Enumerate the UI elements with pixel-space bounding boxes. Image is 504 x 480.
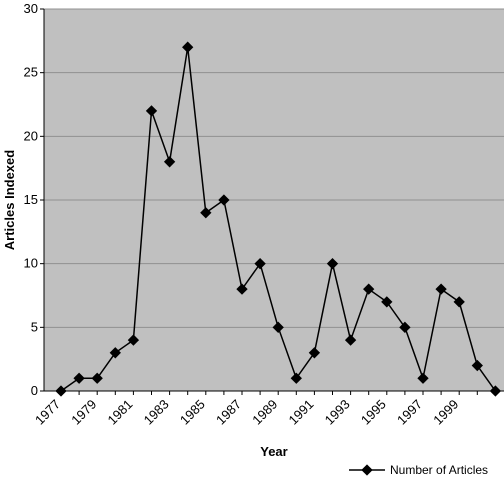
data-point (326, 258, 339, 270)
x-tick-label: 1977 (32, 397, 63, 428)
x-tick-label: 1983 (141, 397, 172, 428)
data-point (254, 258, 266, 270)
legend-label: Number of Articles (390, 463, 488, 477)
x-tick-label: 1987 (213, 397, 244, 428)
gridlines (44, 8, 504, 328)
data-point (344, 334, 357, 346)
y-tick-label: 10 (24, 256, 38, 271)
y-tick-label: 20 (24, 128, 38, 143)
data-point (471, 359, 483, 372)
data-point (127, 334, 140, 346)
data-point (182, 41, 194, 53)
data-point (218, 194, 230, 206)
x-tick-label: 1985 (177, 397, 208, 428)
data-point (308, 347, 321, 359)
y-tick-label: 15 (24, 192, 38, 207)
data-point (290, 372, 302, 384)
data-point (200, 207, 212, 219)
x-tick-label: 1997 (394, 397, 425, 428)
y-axis-label: Articles Indexed (2, 150, 17, 250)
data-point (435, 283, 447, 295)
y-tick-label: 25 (24, 65, 38, 80)
data-point (272, 321, 284, 333)
y-tick-label: 0 (31, 383, 38, 398)
x-tick-label: 1995 (358, 397, 389, 428)
x-tick-label: 1993 (322, 397, 353, 428)
data-point (363, 283, 375, 295)
legend-marker (361, 464, 373, 476)
data-point (399, 321, 411, 333)
x-tick-label: 1999 (430, 397, 461, 428)
x-tick-label: 1981 (104, 397, 135, 428)
legend: Number of Articles (349, 463, 488, 477)
data-point (381, 296, 393, 308)
x-tick-label: 1979 (68, 397, 99, 428)
data-point (55, 385, 67, 397)
data-point (489, 385, 502, 397)
x-axis-ticks: 1977 1979 1981 1983 1985 1987 1989 1991 1993 1995… (32, 391, 496, 428)
data-point (236, 283, 248, 295)
x-tick-label: 1991 (285, 397, 316, 428)
y-tick-label: 5 (31, 319, 38, 334)
y-axis-ticks: 0 5 10 15 20 25 30 (24, 1, 44, 398)
x-tick-label: 1989 (249, 397, 280, 428)
data-point (453, 296, 465, 308)
y-tick-label: 30 (24, 1, 38, 16)
x-axis-label: Year (260, 444, 287, 459)
data-point (163, 156, 176, 168)
data-point (417, 372, 429, 384)
